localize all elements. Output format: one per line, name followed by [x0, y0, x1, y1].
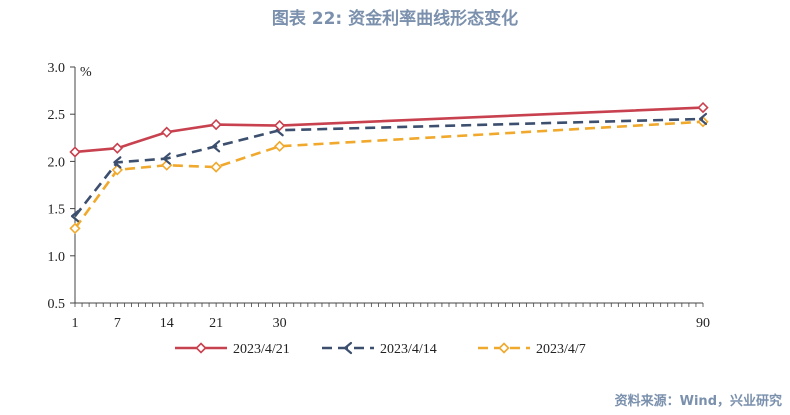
- y-tick-label: 1.0: [48, 250, 66, 265]
- x-tick-label: 1: [72, 316, 79, 331]
- point-marker: [697, 101, 709, 114]
- series-line: [73, 117, 704, 217]
- legend-item: 2023/4/14: [322, 341, 437, 357]
- series-line: [74, 106, 704, 154]
- point-marker: [210, 161, 222, 173]
- point-marker: [195, 342, 207, 354]
- point-marker: [111, 142, 123, 154]
- y-tick-label: 2.0: [48, 155, 66, 170]
- y-axis-label: %: [80, 65, 92, 80]
- y-tick-label: 2.5: [48, 108, 66, 123]
- series-layer: [69, 101, 709, 235]
- legend: 2023/4/21 2023/4/14 2023/4/7: [175, 341, 586, 357]
- point-marker: [210, 118, 222, 131]
- point-marker: [113, 156, 122, 169]
- source-note: 资料来源：Wind，兴业研究: [614, 394, 782, 409]
- x-tick-label: 90: [696, 316, 710, 331]
- legend-item: 2023/4/7: [478, 342, 586, 357]
- series-2: [69, 116, 709, 235]
- series-0: [69, 101, 709, 158]
- point-marker: [212, 140, 221, 153]
- chart-title: 图表 22: 资金利率曲线形态变化: [271, 9, 519, 29]
- point-marker: [273, 140, 286, 152]
- y-tick-label: 3.0: [48, 61, 66, 76]
- legend-label: 2023/4/21: [233, 342, 290, 357]
- point-marker: [162, 152, 171, 165]
- axes: 0.5 1.0 1.5 2.0 2.5 3.0 % 1 7 14 21 30 90: [48, 61, 711, 331]
- y-tick-label: 1.5: [48, 203, 66, 218]
- series-line: [73, 120, 704, 230]
- point-marker: [70, 210, 80, 223]
- point-marker: [69, 222, 81, 235]
- legend-label: 2023/4/14: [380, 342, 437, 357]
- point-marker: [69, 146, 81, 158]
- y-tick-label: 0.5: [48, 297, 66, 312]
- x-tick-label: 14: [160, 316, 174, 331]
- point-marker: [698, 112, 708, 126]
- point-marker: [343, 341, 353, 355]
- x-tick-label: 7: [114, 316, 121, 331]
- x-tick-label: 21: [209, 316, 223, 331]
- point-marker: [161, 126, 173, 138]
- x-tick-label: 30: [273, 316, 287, 331]
- legend-label: 2023/4/7: [536, 342, 586, 357]
- legend-item: 2023/4/21: [175, 342, 290, 357]
- point-marker: [498, 342, 510, 354]
- point-marker: [273, 119, 286, 132]
